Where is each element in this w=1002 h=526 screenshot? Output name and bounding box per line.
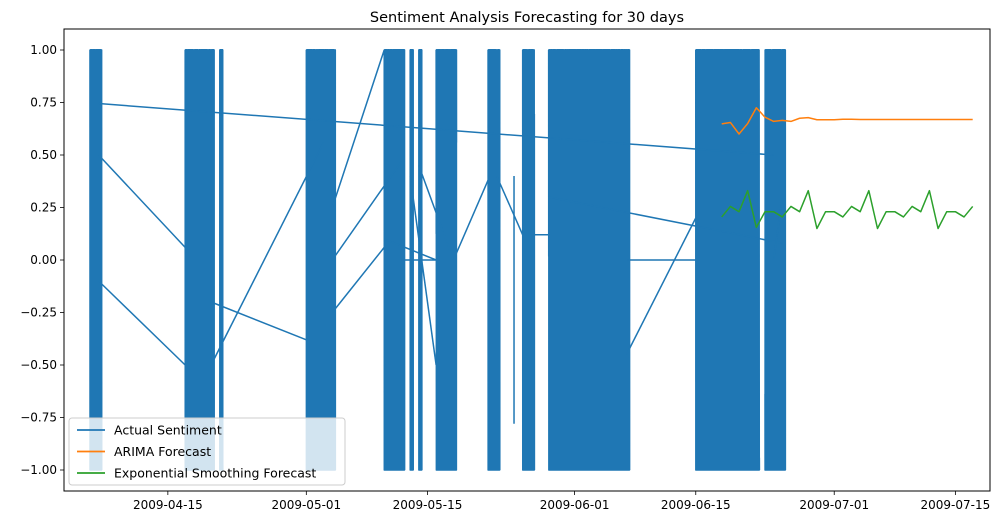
series-layer bbox=[89, 49, 974, 471]
actual-sentiment-connector bbox=[772, 196, 784, 261]
actual-sentiment-block bbox=[184, 49, 215, 471]
chart-title: Sentiment Analysis Forecasting for 30 da… bbox=[370, 10, 684, 26]
x-tick-label: 2009-06-01 bbox=[540, 498, 610, 512]
y-tick-label: −0.75 bbox=[20, 411, 57, 425]
actual-sentiment-connector bbox=[383, 238, 437, 261]
y-tick-label: 0.75 bbox=[30, 96, 57, 110]
actual-sentiment-block bbox=[219, 49, 224, 471]
series-2 bbox=[721, 189, 974, 230]
actual-sentiment-connector bbox=[548, 196, 783, 244]
actual-sentiment-connector bbox=[98, 102, 774, 156]
x-tick-label: 2009-07-01 bbox=[799, 498, 869, 512]
x-tick-label: 2009-07-15 bbox=[921, 498, 991, 512]
actual-sentiment-block bbox=[89, 49, 103, 471]
actual-sentiment-block bbox=[435, 49, 458, 471]
legend-box bbox=[68, 417, 346, 486]
actual-sentiment-connector bbox=[331, 246, 385, 313]
actual-sentiment-block bbox=[764, 49, 787, 471]
series-0 bbox=[89, 49, 787, 471]
y-tick-label: 1.00 bbox=[30, 43, 57, 57]
y-tick-label: 0.50 bbox=[30, 148, 57, 162]
actual-sentiment-block bbox=[383, 49, 406, 471]
x-tick-label: 2009-06-15 bbox=[661, 498, 731, 512]
actual-sentiment-connector bbox=[98, 280, 186, 366]
y-tick-label: 0.25 bbox=[30, 201, 57, 215]
actual-sentiment-connector bbox=[210, 301, 307, 341]
exponential-smoothing-forecast-line bbox=[721, 189, 974, 230]
y-tick-label: −0.25 bbox=[20, 306, 57, 320]
actual-sentiment-connector bbox=[210, 142, 325, 366]
legend-label: Exponential Smoothing Forecast bbox=[114, 466, 316, 481]
y-tick-label: 0.00 bbox=[30, 253, 57, 267]
x-axis: 2009-04-15 2009-05-01 2009-05-15 2009-06-01… bbox=[133, 491, 990, 512]
x-tick-label: 2009-04-15 bbox=[133, 498, 203, 512]
actual-sentiment-block bbox=[409, 49, 414, 471]
actual-sentiment-connector bbox=[625, 217, 697, 355]
actual-sentiment-connector bbox=[496, 175, 524, 236]
actual-sentiment-connector bbox=[452, 179, 489, 261]
actual-sentiment-block bbox=[695, 49, 761, 471]
actual-sentiment-block bbox=[521, 49, 536, 471]
legend-label: ARIMA Forecast bbox=[114, 444, 211, 459]
actual-sentiment-connector bbox=[418, 165, 455, 261]
actual-sentiment-block bbox=[305, 49, 337, 471]
actual-sentiment-connector bbox=[98, 154, 186, 248]
y-tick-label: −1.00 bbox=[20, 463, 57, 477]
actual-sentiment-connector bbox=[409, 175, 437, 366]
y-tick-label: −0.50 bbox=[20, 358, 57, 372]
actual-sentiment-connector bbox=[331, 49, 385, 208]
series-1 bbox=[721, 107, 973, 135]
arima-forecast-line bbox=[721, 107, 973, 135]
y-axis: −1.00 −0.75 −0.50 −0.25 0.00 0.25 0.50 0.75 1.00 bbox=[20, 43, 64, 477]
actual-sentiment-block bbox=[487, 49, 501, 471]
legend-label: Actual Sentiment bbox=[114, 423, 222, 438]
actual-sentiment-block bbox=[547, 49, 631, 471]
legend: Actual Sentiment ARIMA Forecast Exponentia… bbox=[68, 417, 346, 486]
actual-sentiment-connector bbox=[331, 160, 403, 261]
x-tick-label: 2009-05-01 bbox=[271, 498, 341, 512]
x-tick-label: 2009-05-15 bbox=[393, 498, 463, 512]
